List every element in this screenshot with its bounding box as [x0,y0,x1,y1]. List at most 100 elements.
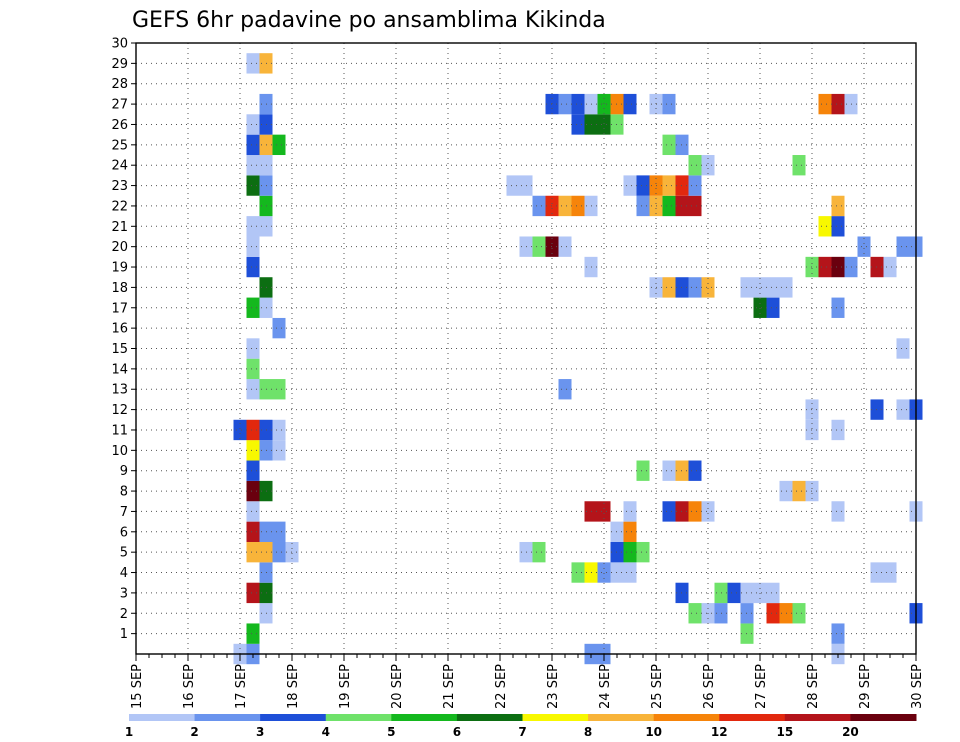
precip-cell [688,155,702,176]
colorbar-swatch [784,714,851,721]
precip-cell [246,134,260,156]
precip-cell [597,114,611,135]
precip-cell [896,399,910,420]
precip-cell [506,175,520,196]
colorbar-label: 7 [518,725,526,739]
colorbar-legend: 1 2 3 4 5 6 7 8 10 12 15 20 [125,714,917,739]
precip-cell [831,93,845,115]
x-tick-label: 15 SEP [130,664,145,709]
colorbar-swatch [719,714,786,721]
colorbar-label: 10 [645,725,662,739]
x-tick-label: 18 SEP [286,664,301,709]
precip-cell [272,541,286,563]
precip-cell [792,155,806,176]
x-tick-label: 22 SEP [494,664,509,709]
precip-cell [831,195,845,217]
y-axis-ticks: 1234567891011121314151617181920212223242… [111,37,136,642]
colorbar-label: 12 [711,725,728,739]
colorbar-label: 4 [322,725,330,739]
precip-cell [272,419,286,441]
precip-cell [766,603,780,624]
colorbar-swatch [456,714,523,721]
precip-cell [597,562,611,583]
y-tick-label: 19 [111,261,128,276]
colorbar-label: 2 [190,725,198,739]
precip-cell [883,562,897,583]
precip-cell [753,297,767,318]
precip-cell [571,195,585,217]
precip-cell [662,134,676,156]
precip-cell [688,195,702,217]
precip-cell [272,379,286,400]
precip-cell [688,460,702,481]
y-tick-label: 16 [111,322,128,337]
precip-cell [246,114,260,135]
precip-cell [558,379,572,400]
precip-cell [818,93,832,115]
y-tick-label: 21 [111,220,128,235]
precip-cell [246,419,260,441]
x-tick-label: 27 SEP [754,664,769,709]
x-tick-label: 29 SEP [858,664,873,709]
precip-cell [246,175,260,196]
precip-cell [623,562,637,583]
precip-cell [883,256,897,278]
colorbar-swatch [194,714,261,721]
precip-cell [662,175,676,196]
y-tick-label: 15 [111,342,128,357]
precip-cell [246,541,260,563]
precip-cell [636,195,650,217]
precip-cell [831,256,845,278]
precip-cell [246,379,260,400]
precip-cell [701,155,715,176]
colorbar-swatch [129,714,196,721]
precip-cell [792,480,806,502]
x-tick-label: 16 SEP [182,664,197,709]
y-tick-label: 18 [111,281,128,296]
precip-cell [831,297,845,318]
precip-cell [272,440,286,461]
precip-cell [753,582,767,604]
y-tick-label: 11 [111,423,128,438]
x-tick-label: 17 SEP [234,664,249,709]
y-tick-label: 23 [111,179,128,194]
precip-cell [766,297,780,318]
precip-cell [532,541,546,563]
precip-cell [662,501,676,522]
x-tick-label: 19 SEP [338,664,353,709]
precip-cell [558,236,572,257]
colorbar-label: 5 [387,725,395,739]
precip-cell [233,419,247,441]
precip-cell [597,93,611,115]
precip-cell [766,582,780,604]
colorbar-label: 8 [584,725,592,739]
colorbar-label: 1 [125,725,133,739]
y-tick-label: 10 [111,444,128,459]
y-tick-label: 13 [111,383,128,398]
x-tick-label: 28 SEP [806,664,821,709]
y-tick-label: 3 [120,586,128,601]
precip-cell [688,277,702,298]
colorbar-swatch [325,714,392,721]
precip-cell [246,623,260,644]
precip-cell [857,236,871,257]
precip-cell [571,562,585,583]
precip-cell [636,460,650,481]
y-tick-label: 5 [120,546,128,561]
x-tick-label: 20 SEP [390,664,405,709]
precip-cell [272,317,286,339]
y-tick-label: 9 [120,464,128,479]
x-tick-label: 21 SEP [442,664,457,709]
precip-cell [532,236,546,257]
x-tick-label: 24 SEP [598,664,613,709]
y-tick-label: 17 [111,301,128,316]
y-tick-label: 6 [120,525,128,540]
y-tick-label: 20 [111,240,128,255]
x-tick-label: 25 SEP [650,664,665,709]
precip-cell [246,236,260,257]
precip-cell [272,134,286,156]
precip-cell [272,521,286,542]
precip-cell [246,338,260,359]
colorbar-swatch [850,714,917,721]
